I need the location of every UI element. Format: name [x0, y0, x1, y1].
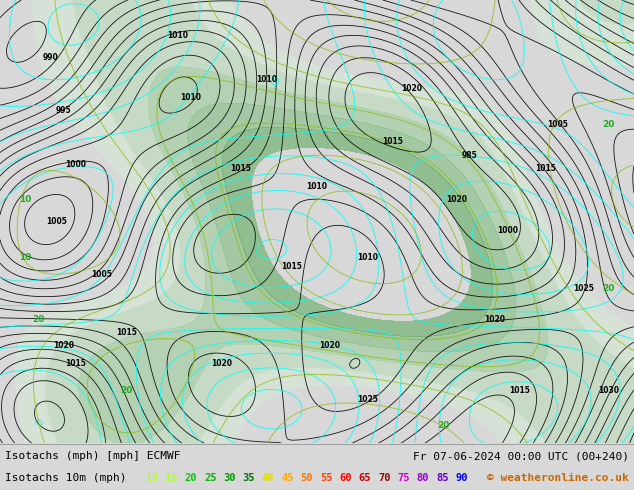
- Text: 10: 10: [19, 253, 32, 262]
- Text: 35: 35: [243, 473, 255, 483]
- Text: 1020: 1020: [484, 315, 505, 324]
- Text: 65: 65: [359, 473, 371, 483]
- Text: 20: 20: [602, 120, 615, 129]
- Text: 20: 20: [437, 421, 450, 430]
- Text: 70: 70: [378, 473, 391, 483]
- Text: 1015: 1015: [231, 164, 251, 173]
- Text: 1010: 1010: [306, 182, 328, 191]
- Text: 60: 60: [339, 473, 352, 483]
- Text: 1025: 1025: [573, 284, 593, 293]
- Text: Isotachs 10m (mph): Isotachs 10m (mph): [5, 473, 127, 483]
- Text: 1020: 1020: [211, 359, 233, 368]
- Text: 1025: 1025: [358, 394, 378, 404]
- Text: 1015: 1015: [117, 328, 137, 337]
- Text: 1015: 1015: [66, 359, 86, 368]
- Text: 20: 20: [120, 386, 133, 395]
- Text: 15: 15: [165, 473, 178, 483]
- Text: 85: 85: [436, 473, 448, 483]
- Text: 1020: 1020: [319, 342, 340, 350]
- Text: 90: 90: [455, 473, 468, 483]
- Text: 10: 10: [19, 195, 32, 204]
- Text: 45: 45: [281, 473, 294, 483]
- Text: 1005: 1005: [91, 270, 112, 279]
- Text: 20: 20: [184, 473, 197, 483]
- Text: 55: 55: [320, 473, 332, 483]
- Text: 1015: 1015: [281, 262, 302, 270]
- Text: © weatheronline.co.uk: © weatheronline.co.uk: [487, 473, 629, 483]
- Text: 75: 75: [398, 473, 410, 483]
- Text: 1015: 1015: [383, 137, 403, 147]
- Text: 1015: 1015: [510, 386, 530, 395]
- Text: Fr 07-06-2024 00:00 UTC (00+240): Fr 07-06-2024 00:00 UTC (00+240): [413, 451, 629, 462]
- Text: 30: 30: [223, 473, 236, 483]
- Text: 25: 25: [204, 473, 216, 483]
- Text: 1020: 1020: [401, 84, 423, 93]
- Text: 80: 80: [417, 473, 429, 483]
- Text: 1000: 1000: [65, 160, 87, 169]
- Text: 990: 990: [43, 53, 58, 62]
- Text: 1010: 1010: [167, 31, 188, 40]
- Text: 50: 50: [301, 473, 313, 483]
- Text: 1010: 1010: [179, 93, 201, 102]
- Text: 1030: 1030: [598, 386, 619, 395]
- Text: 1010: 1010: [357, 253, 378, 262]
- Text: 40: 40: [262, 473, 275, 483]
- Text: 20: 20: [602, 284, 615, 293]
- Text: 10: 10: [146, 473, 158, 483]
- Text: 985: 985: [462, 151, 477, 160]
- Text: 1020: 1020: [53, 342, 74, 350]
- Text: 1005: 1005: [47, 217, 67, 226]
- Text: 1020: 1020: [446, 195, 467, 204]
- Text: 1005: 1005: [548, 120, 568, 129]
- Text: 1015: 1015: [535, 164, 555, 173]
- Text: Isotachs (mph) [mph] ECMWF: Isotachs (mph) [mph] ECMWF: [5, 451, 181, 462]
- Text: 995: 995: [56, 106, 71, 115]
- Text: 20: 20: [32, 315, 44, 324]
- Text: 1000: 1000: [496, 226, 518, 235]
- Text: 1010: 1010: [256, 75, 277, 84]
